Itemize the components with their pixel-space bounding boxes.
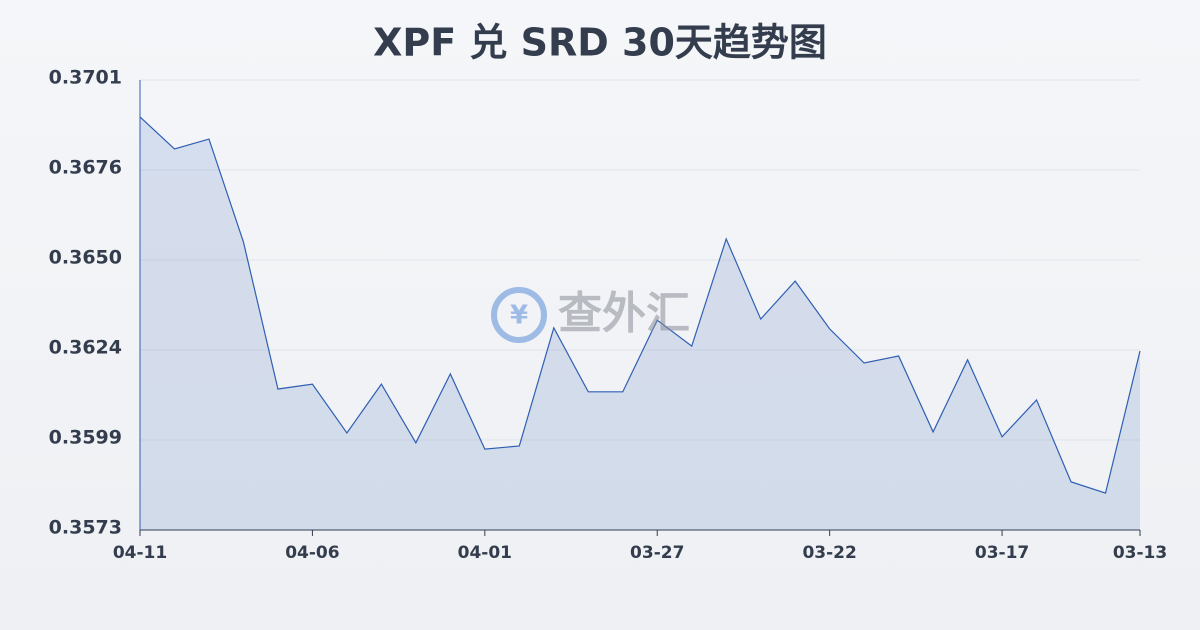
watermark-icon-symbol: ¥ xyxy=(510,301,528,331)
x-tick-label: 04-01 xyxy=(458,543,512,563)
y-tick-label: 0.3599 xyxy=(49,427,122,449)
x-tick-label: 04-11 xyxy=(113,543,167,563)
x-tick-label: 04-06 xyxy=(285,543,339,563)
y-tick-label: 0.3676 xyxy=(49,157,122,179)
y-tick-label: 0.3650 xyxy=(49,247,122,269)
area xyxy=(140,116,1140,530)
y-tick-label: 0.3624 xyxy=(49,337,122,359)
x-tick-label: 03-13 xyxy=(1113,543,1167,563)
watermark-icon xyxy=(491,287,547,343)
x-tick-label: 03-22 xyxy=(802,543,856,563)
chart-title: XPF 兑 SRD 30天趋势图 xyxy=(373,21,827,65)
watermark: 查外汇 xyxy=(558,288,690,339)
x-tick-label: 03-17 xyxy=(975,543,1029,563)
y-tick-label: 0.3701 xyxy=(49,67,122,89)
x-tick-label: 03-27 xyxy=(630,543,684,563)
line xyxy=(139,116,1141,494)
watermark-group: ¥ 查外汇 xyxy=(491,287,690,343)
y-tick-label: 0.3573 xyxy=(49,517,122,539)
